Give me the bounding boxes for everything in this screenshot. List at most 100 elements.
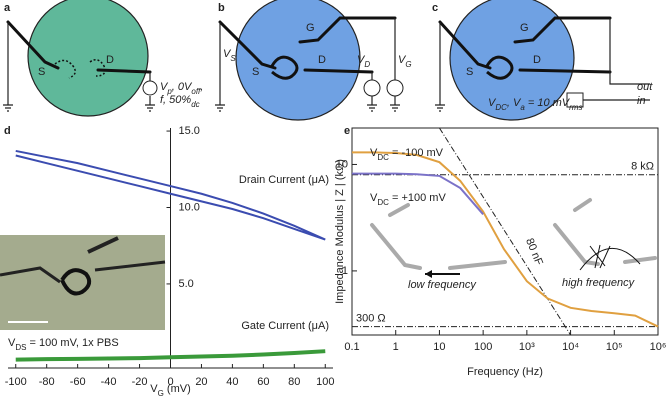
panel-label: b (218, 2, 225, 14)
x-tick-label: -80 (39, 376, 55, 388)
y-tick-label: 5.0 (179, 278, 194, 290)
series-line (15, 349, 326, 362)
text-part: V (160, 81, 169, 93)
text-part: S (230, 54, 236, 63)
text-part: , V (507, 97, 522, 109)
panel-label: c (432, 2, 438, 14)
capacitor-label: 80 nF (523, 237, 545, 268)
diagram-label: VS (223, 48, 236, 63)
text-part: DS (15, 343, 26, 352)
plot-frame (351, 127, 659, 336)
text-part: rms (569, 103, 582, 112)
series-line (352, 151, 659, 328)
text-part: V (357, 54, 366, 66)
y-tick-label: 1 (342, 265, 348, 277)
y-tick-label: 10 (336, 158, 348, 170)
diagram-label: S (466, 66, 473, 78)
text-part: = 10 mV (525, 97, 571, 109)
x-tick-label: -40 (101, 376, 117, 388)
x-tick-label: 1 (393, 341, 399, 353)
text-part: = 100 mV, 1x PBS (26, 337, 118, 349)
panel-label: d (4, 125, 11, 137)
x-tick-label: 10 (433, 341, 445, 353)
legend-label: VDC = -100 mV (370, 147, 444, 162)
diagram-label: VD (357, 54, 370, 69)
schematic-c (435, 0, 650, 121)
text-part: = -100 mV (389, 147, 444, 159)
annotation: low frequency (408, 279, 477, 291)
text-part: DC (377, 198, 389, 207)
diagram-label: S (38, 66, 45, 78)
y-tick-label: 15.0 (179, 125, 200, 137)
x-tick-label: -60 (70, 376, 86, 388)
legend-label: Gate Current (μA) (241, 320, 329, 332)
diagram-label: D (106, 54, 114, 66)
text-part: = +100 mV (389, 192, 447, 204)
x-tick-label: 10⁵ (606, 341, 623, 353)
text-part: V (223, 48, 232, 60)
text-part: G (158, 389, 164, 398)
x-axis-label: Frequency (Hz) (467, 366, 543, 378)
diagram-label: VG (398, 54, 412, 69)
text-part: f, 50% (160, 94, 191, 106)
series-line (15, 149, 326, 241)
text-part: V (150, 383, 158, 395)
text-part: DC (377, 153, 389, 162)
x-tick-label: 100 (474, 341, 492, 353)
reference-label: 8 kΩ (631, 161, 654, 173)
diagram-label: in (637, 95, 646, 107)
diagram-label: Vp, 0Voff, (160, 81, 203, 96)
x-tick-label: 0 (167, 376, 173, 388)
text-part: V (370, 192, 378, 204)
legend-label: VDC = +100 mV (370, 192, 446, 207)
reference-label: 300 Ω (356, 312, 386, 324)
panel-label: e (344, 125, 350, 137)
text-part: V (488, 97, 497, 109)
x-axis-label: VG (mV) (150, 383, 190, 398)
x-tick-label: 10⁴ (562, 341, 579, 353)
schematic-a (3, 0, 158, 117)
diagram-label: S (252, 66, 259, 78)
inset-photo (0, 235, 166, 330)
diagram-label: D (318, 54, 326, 66)
annotation: high frequency (562, 277, 636, 289)
text-part: , (200, 81, 203, 93)
text-part: G (405, 60, 411, 69)
legend-label: Drain Current (μA) (239, 174, 329, 186)
schematic-b (215, 0, 404, 121)
annotation: VDS = 100 mV, 1x PBS (8, 337, 119, 352)
text-part: a (520, 103, 525, 112)
x-tick-label: 20 (195, 376, 207, 388)
text-part: p (166, 87, 172, 96)
text-part: (mV) (164, 383, 191, 395)
y-tick-label: 10.0 (179, 201, 200, 213)
y-axis-label: Impedance Modulus | Z | (kΩ) (334, 159, 346, 304)
text-part: V (8, 337, 16, 349)
diagram-label: out (637, 81, 653, 93)
text-part: dc (191, 100, 199, 109)
x-tick-label: 100 (316, 376, 334, 388)
diagram-label: f, 50%dc (160, 94, 200, 109)
text-part: , 0V (172, 81, 193, 93)
series-line (352, 172, 484, 215)
x-tick-label: 0.1 (344, 341, 359, 353)
x-tick-label: 40 (226, 376, 238, 388)
panel-label: a (4, 2, 11, 14)
diagram-label: D (533, 54, 541, 66)
text-part: V (370, 147, 378, 159)
text-part: off (191, 87, 201, 96)
text-part: DC (495, 103, 507, 112)
diagram-label: G (306, 22, 315, 34)
x-tick-label: -100 (5, 376, 27, 388)
x-tick-label: 10⁶ (650, 341, 667, 353)
diagram-label: G (520, 22, 529, 34)
diagram-label: VDC, Va = 10 mVrms (488, 97, 582, 112)
text-part: V (398, 54, 407, 66)
panel-e-sketches (370, 198, 657, 278)
text-part: D (364, 60, 370, 69)
capacitor-line (439, 127, 571, 336)
x-tick-label: -20 (132, 376, 148, 388)
x-tick-label: 60 (257, 376, 269, 388)
x-tick-label: 10³ (519, 341, 535, 353)
